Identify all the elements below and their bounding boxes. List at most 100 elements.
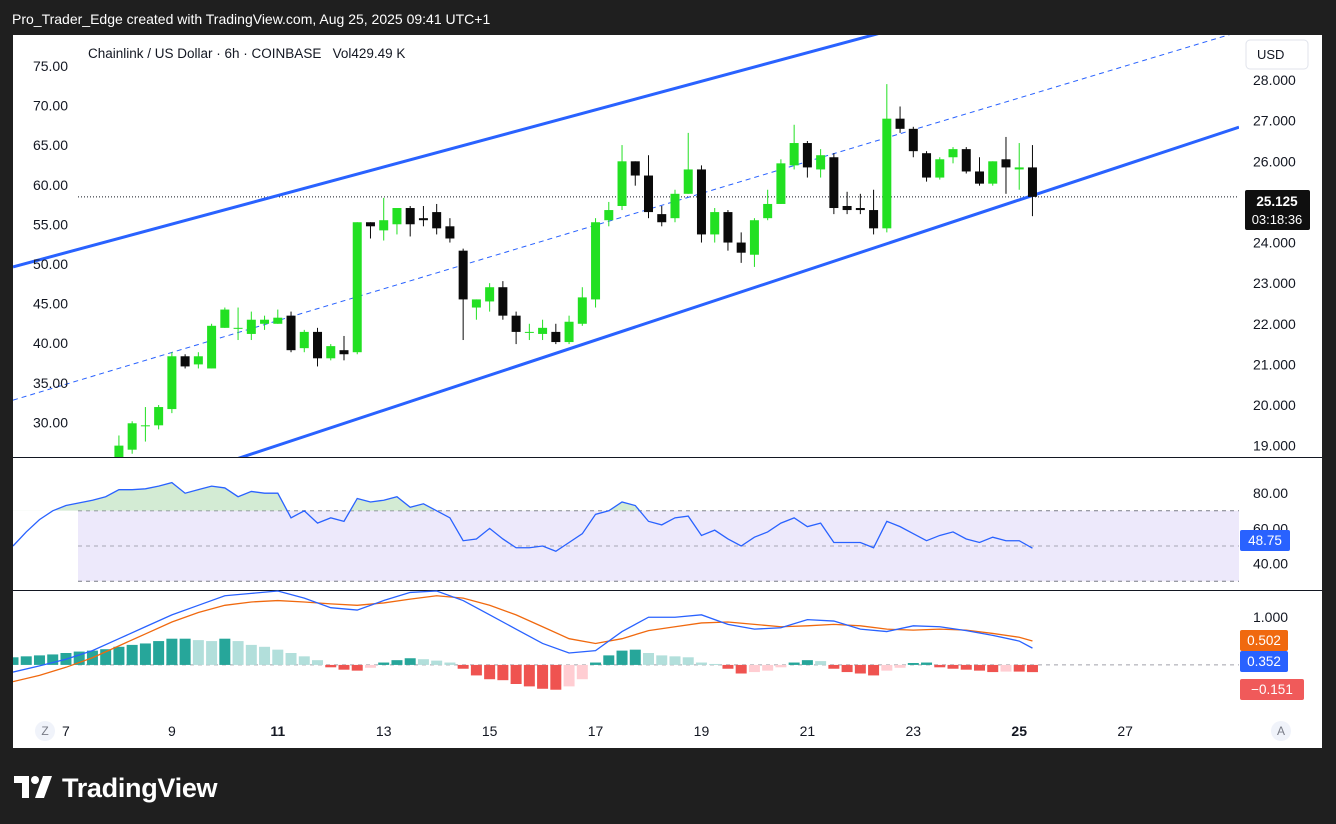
macd-hist-bar[interactable] (206, 641, 218, 665)
candle-body[interactable] (776, 163, 786, 204)
candle-body[interactable] (273, 317, 283, 324)
candle-body[interactable] (246, 319, 256, 334)
candle-body[interactable] (299, 331, 309, 349)
macd-hist-bar[interactable] (762, 664, 774, 671)
candle-body[interactable] (842, 205, 852, 211)
macd-hist-bar[interactable] (1000, 664, 1012, 672)
rsi-line[interactable] (12, 481, 1033, 553)
candle-body[interactable] (458, 250, 468, 300)
macd-hist-bar[interactable] (523, 664, 535, 687)
macd-hist-bar[interactable] (868, 664, 880, 676)
candle-body[interactable] (577, 297, 587, 324)
candle-body[interactable] (975, 171, 985, 184)
candle-body[interactable] (432, 212, 442, 229)
candle-body[interactable] (471, 299, 481, 308)
macd-hist-bar[interactable] (815, 661, 827, 665)
candle-body[interactable] (961, 149, 971, 172)
candle-body[interactable] (193, 356, 203, 365)
macd-hist-bar[interactable] (563, 664, 575, 687)
macd-hist-bar[interactable] (960, 664, 972, 670)
macd-hist-bar[interactable] (576, 664, 588, 680)
candle-body[interactable] (948, 149, 958, 158)
price-pane[interactable] (13, 35, 1245, 533)
candle-body[interactable] (763, 203, 773, 219)
macd-hist-bar[interactable] (219, 638, 231, 665)
macd-hist-bar[interactable] (907, 663, 919, 665)
candle-body[interactable] (855, 208, 865, 211)
candle-body[interactable] (657, 214, 667, 223)
macd-hist-bar[interactable] (272, 649, 284, 665)
macd-hist-bar[interactable] (510, 664, 522, 684)
candle-body[interactable] (935, 159, 945, 178)
candle-body[interactable] (564, 321, 574, 343)
macd-hist-bar[interactable] (20, 656, 32, 665)
currency-button-frame[interactable] (1245, 39, 1309, 70)
macd-hist-bar[interactable] (881, 664, 893, 671)
macd-hist-bar[interactable] (351, 664, 363, 671)
candle-body[interactable] (313, 331, 323, 359)
macd-line[interactable] (12, 590, 1033, 673)
candle-body[interactable] (220, 309, 230, 328)
macd-hist-bar[interactable] (325, 664, 337, 668)
candle-body[interactable] (538, 327, 548, 334)
macd-hist-bar[interactable] (590, 662, 602, 665)
macd-hist-bar[interactable] (894, 664, 906, 668)
candle-body[interactable] (696, 169, 706, 235)
macd-hist-bar[interactable] (934, 664, 946, 668)
candle-body[interactable] (922, 153, 932, 178)
macd-hist-bar[interactable] (179, 638, 191, 665)
macd-hist-bar[interactable] (709, 663, 721, 665)
macd-hist-bar[interactable] (947, 664, 959, 669)
candle-body[interactable] (829, 157, 839, 209)
auto-scale-button[interactable]: A (1271, 721, 1291, 741)
candle-body[interactable] (1014, 167, 1024, 170)
rsi-pane[interactable] (12, 481, 1239, 582)
macd-hist-bar[interactable] (139, 643, 151, 665)
macd-hist-bar[interactable] (775, 664, 787, 668)
macd-hist-bar[interactable] (47, 654, 59, 665)
candle-body[interactable] (511, 315, 521, 332)
macd-hist-bar[interactable] (722, 664, 734, 669)
currency-button-label[interactable]: USD (1257, 47, 1284, 62)
macd-hist-bar[interactable] (537, 664, 549, 689)
macd-hist-bar[interactable] (7, 657, 19, 665)
macd-hist-bar[interactable] (245, 644, 257, 665)
macd-hist-bar[interactable] (656, 655, 668, 665)
candle-body[interactable] (617, 161, 627, 206)
tradingview-logo[interactable]: TradingView (14, 768, 218, 808)
macd-hist-bar[interactable] (841, 664, 853, 673)
candle-body[interactable] (1027, 167, 1037, 197)
candle-body[interactable] (260, 319, 270, 324)
candle-body[interactable] (1001, 159, 1011, 168)
macd-hist-bar[interactable] (126, 644, 138, 665)
scale-mode-z[interactable]: Z (35, 721, 55, 741)
candle-body[interactable] (167, 356, 177, 410)
candle-body[interactable] (908, 128, 918, 152)
chart-canvas[interactable]: 28.00027.00026.00025.00024.00023.00022.0… (7, 35, 1322, 748)
macd-hist-bar[interactable] (298, 656, 310, 665)
macd-hist-bar[interactable] (801, 660, 813, 665)
macd-hist-bar[interactable] (33, 655, 45, 665)
candle-body[interactable] (233, 327, 243, 329)
auto-scale-label[interactable]: A (1277, 724, 1285, 738)
auto-scale-bg[interactable] (1271, 721, 1291, 741)
macd-hist-bar[interactable] (192, 640, 204, 665)
candle-body[interactable] (286, 315, 296, 351)
macd-hist-bar[interactable] (695, 662, 707, 665)
candle-body[interactable] (379, 220, 389, 231)
macd-hist-bar[interactable] (788, 662, 800, 665)
macd-hist-bar[interactable] (259, 646, 271, 665)
macd-hist-bar[interactable] (629, 649, 641, 665)
candle-body[interactable] (670, 193, 680, 219)
macd-hist-bar[interactable] (1026, 664, 1038, 673)
macd-hist-bar[interactable] (232, 641, 244, 665)
macd-hist-bar[interactable] (921, 662, 933, 665)
macd-signal-line[interactable] (12, 595, 1033, 683)
macd-hist-bar[interactable] (616, 650, 628, 665)
macd-hist-bar[interactable] (364, 664, 376, 668)
macd-hist-bar[interactable] (987, 664, 999, 673)
macd-hist-bar[interactable] (470, 664, 482, 676)
price-plot[interactable] (13, 35, 1245, 533)
candle-body[interactable] (392, 208, 402, 225)
macd-hist-bar[interactable] (748, 664, 760, 673)
